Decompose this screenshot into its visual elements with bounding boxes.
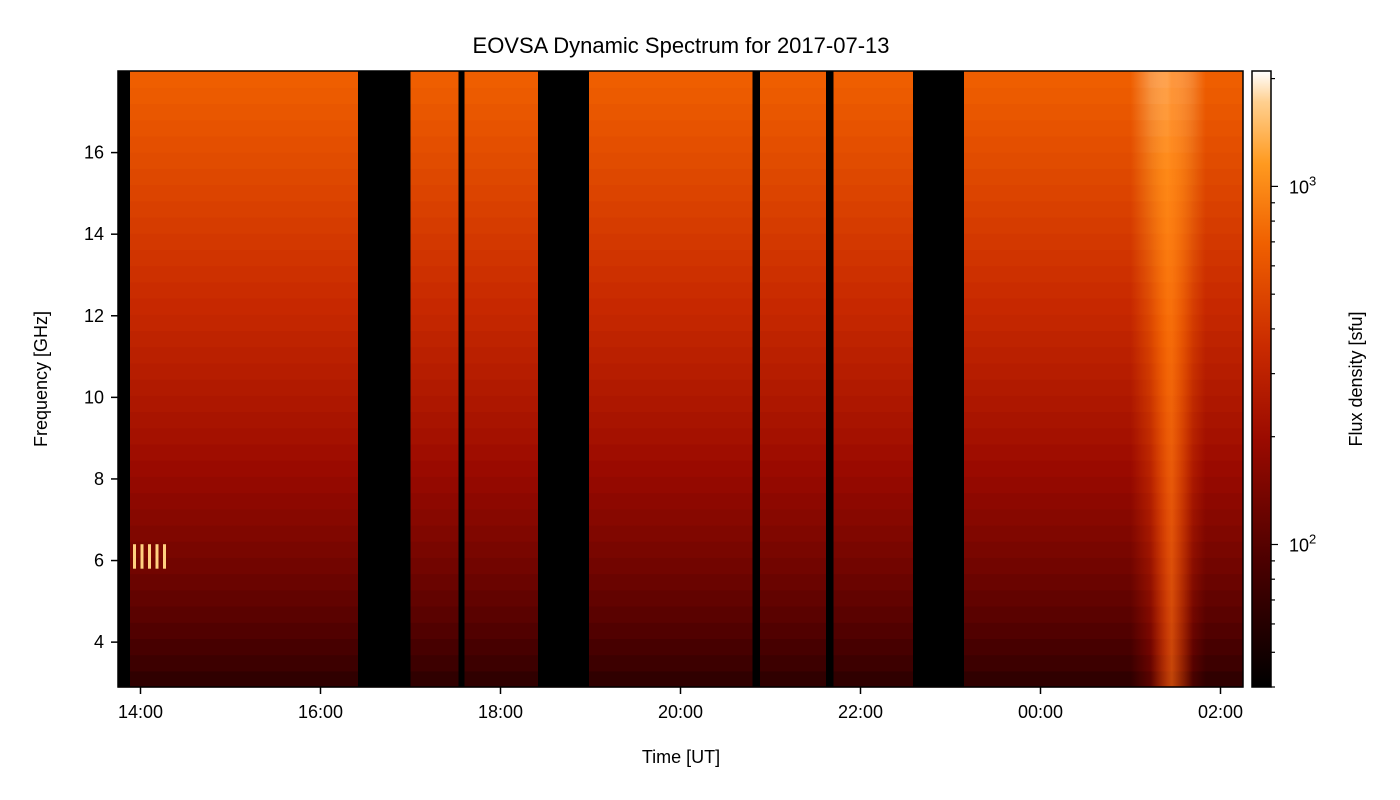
colorbar-ticks: 102 103 <box>1271 77 1316 688</box>
frequency-band <box>118 265 1243 283</box>
y-tick-label: 14 <box>84 224 104 244</box>
frequency-band <box>118 589 1243 607</box>
spike-mark <box>140 544 144 569</box>
frequency-band <box>118 233 1243 250</box>
frequency-band <box>118 297 1243 315</box>
frequency-band <box>118 573 1243 591</box>
frequency-band <box>118 119 1243 137</box>
colorbar <box>1251 70 1272 688</box>
frequency-band <box>118 622 1243 639</box>
frequency-band <box>118 443 1243 461</box>
spectrum-heatmap <box>118 71 1243 688</box>
frequency-band <box>118 71 1243 88</box>
y-tick-label: 8 <box>94 469 104 489</box>
frequency-band <box>118 476 1243 494</box>
colorbar-tick-label: 103 <box>1289 173 1316 197</box>
y-tick-label: 12 <box>84 306 104 326</box>
x-tick-label: 02:00 <box>1198 702 1243 722</box>
data-gap <box>118 71 130 687</box>
x-tick-label: 14:00 <box>118 702 163 722</box>
frequency-band <box>118 152 1243 169</box>
frequency-band <box>118 670 1243 688</box>
data-gap <box>913 71 964 687</box>
y-axis-label: Frequency [GHz] <box>31 311 51 447</box>
x-axis-label: Time [UT] <box>642 747 720 767</box>
frequency-band <box>118 638 1243 656</box>
y-tick-label: 4 <box>94 632 104 652</box>
spike-mark <box>163 544 166 569</box>
frequency-band <box>118 216 1243 234</box>
data-gap <box>358 71 411 687</box>
frequency-band <box>118 314 1243 331</box>
frequency-band <box>118 249 1243 267</box>
data-gap <box>826 71 834 687</box>
y-axis-ticks: 4 6 8 10 12 14 16 <box>84 143 118 652</box>
frequency-band <box>118 184 1243 202</box>
data-gap <box>752 71 760 687</box>
broadband-burst <box>1150 71 1193 687</box>
spike-mark <box>148 544 151 569</box>
x-tick-label: 18:00 <box>478 702 523 722</box>
x-tick-label: 22:00 <box>838 702 883 722</box>
frequency-band <box>118 411 1243 429</box>
x-tick-label: 16:00 <box>298 702 343 722</box>
spike-mark <box>155 544 159 569</box>
data-gap <box>538 71 589 687</box>
y-tick-label: 6 <box>94 551 104 571</box>
x-axis-ticks: 14:00 16:00 18:00 20:00 22:00 00:00 02:00 <box>118 687 1243 722</box>
colorbar-tick-label: 102 <box>1289 531 1316 555</box>
y-tick-label: 10 <box>84 387 104 407</box>
frequency-band <box>118 281 1243 299</box>
y-tick-label: 16 <box>84 143 104 163</box>
frequency-band <box>118 330 1243 348</box>
data-gap <box>458 71 465 687</box>
frequency-band <box>118 541 1243 558</box>
frequency-band <box>118 346 1243 364</box>
frequency-band <box>118 524 1243 542</box>
frequency-band <box>118 395 1243 413</box>
frequency-band <box>118 605 1243 623</box>
frequency-band <box>118 87 1243 105</box>
frequency-band <box>118 557 1243 575</box>
frequency-band <box>118 135 1243 153</box>
frequency-band <box>118 460 1243 477</box>
x-tick-label: 20:00 <box>658 702 703 722</box>
frequency-band <box>118 427 1243 445</box>
frequency-band <box>118 168 1243 186</box>
frequency-band <box>118 200 1243 218</box>
frequency-band <box>118 379 1243 396</box>
x-tick-label: 00:00 <box>1018 702 1063 722</box>
frequency-band <box>118 362 1243 380</box>
frequency-band <box>118 492 1243 510</box>
chart-title: EOVSA Dynamic Spectrum for 2017-07-13 <box>473 33 890 58</box>
frequency-band <box>118 508 1243 526</box>
colorbar-label: Flux density [sfu] <box>1346 311 1366 446</box>
spike-mark <box>133 544 136 569</box>
frequency-band <box>118 103 1243 121</box>
frequency-band <box>118 654 1243 672</box>
